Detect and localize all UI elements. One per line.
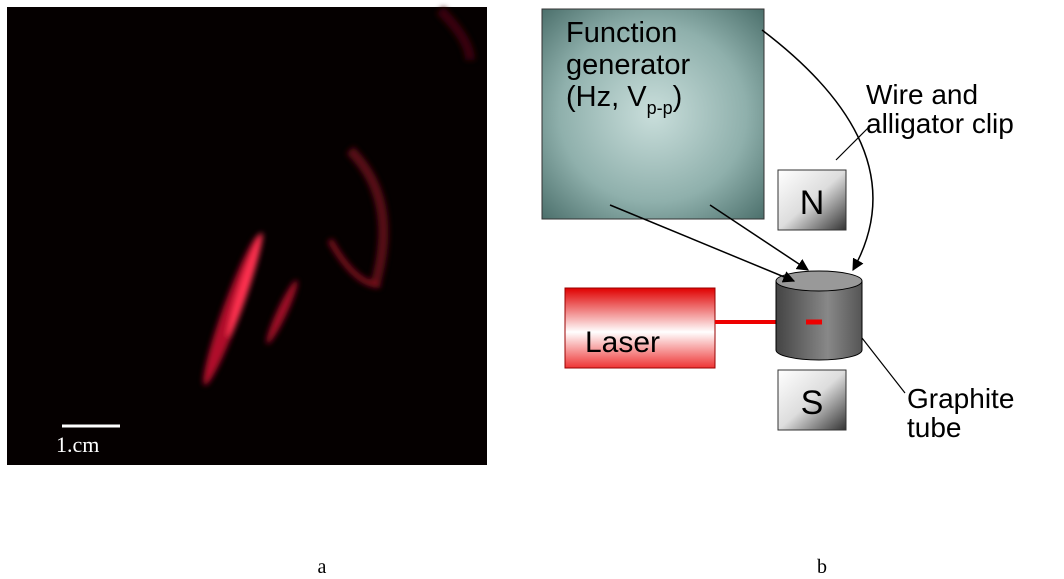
- fg-line1: Function: [566, 17, 677, 49]
- laser-label: Laser: [585, 326, 660, 359]
- tube-label-1: Graphite: [907, 383, 1014, 414]
- fg-line3-sub: p-p: [647, 98, 673, 118]
- scale-label: 1.cm: [56, 432, 99, 457]
- page: 1.cm a Function generator (Hz, Vp-p) N S…: [0, 0, 1064, 579]
- caption: a: [318, 556, 327, 578]
- fg-line2: generator: [566, 49, 690, 81]
- tube-label-2: tube: [907, 412, 962, 443]
- photo: 1.cm: [7, 7, 487, 465]
- tube-callout: [862, 338, 905, 393]
- fg-line3-main: (Hz, V: [566, 81, 647, 113]
- wire-callout: [836, 128, 868, 160]
- fg-line3-end: ): [673, 81, 683, 113]
- wire-label-1: Wire and: [866, 79, 978, 110]
- tube-top: [776, 271, 862, 291]
- wire-label-2: alligator clip: [866, 108, 1014, 139]
- magnet-n-label: N: [800, 184, 825, 222]
- caption: b: [817, 556, 827, 578]
- figure: 1.cm a Function generator (Hz, Vp-p) N S…: [0, 0, 1064, 579]
- magnet-s-label: S: [801, 384, 824, 422]
- wire-arrow: [762, 30, 873, 270]
- diagram: Function generator (Hz, Vp-p) N S Laser …: [542, 9, 1014, 443]
